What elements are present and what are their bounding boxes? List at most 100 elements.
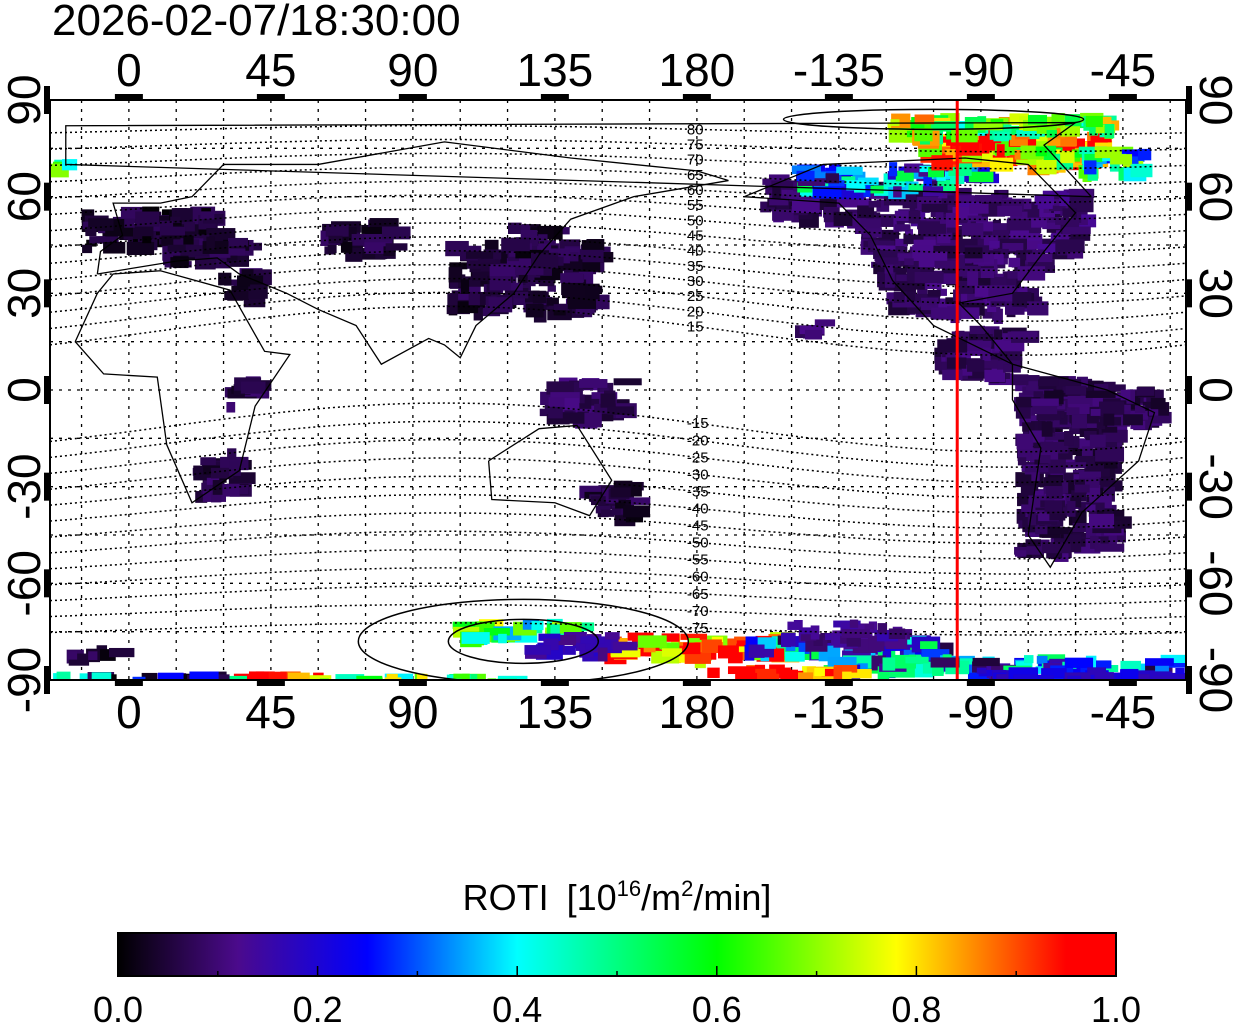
bottom-tick (682, 680, 711, 686)
roti-cell (200, 457, 216, 465)
roti-cell (308, 675, 332, 680)
roti-cell (937, 136, 954, 143)
roti-cell (287, 672, 310, 680)
roti-cell (1090, 133, 1112, 143)
contour-label: -45 (687, 518, 709, 535)
roti-cell (787, 621, 800, 630)
bottom-tick (824, 680, 853, 686)
right-lat-label: 0 (1190, 377, 1240, 403)
roti-cell (921, 203, 948, 213)
roti-cell (796, 170, 815, 182)
roti-cell (843, 669, 872, 679)
roti-cell (612, 641, 638, 651)
roti-cell (229, 461, 241, 476)
top-lon-label: 180 (659, 44, 736, 96)
roti-cell (882, 650, 892, 659)
roti-cell (1072, 522, 1090, 533)
roti-cell (1017, 457, 1027, 466)
roti-cell (884, 264, 894, 274)
roti-cell (1169, 672, 1185, 680)
roti-cell (914, 114, 935, 125)
contour-label: -65 (687, 586, 709, 603)
roti-cell (483, 628, 510, 636)
roti-data-layer (50, 112, 1186, 680)
roti-cell (1134, 405, 1146, 413)
colorbar-title: ROTI [1016/m2/min] (463, 876, 772, 918)
roti-cell (615, 502, 626, 509)
roti-cell (559, 259, 583, 270)
bottom-tick (966, 680, 995, 686)
roti-cell (217, 675, 247, 680)
contour-label: 20 (687, 303, 704, 320)
roti-cell (857, 177, 879, 186)
roti-cell (849, 619, 859, 628)
mlat-contour (50, 250, 1186, 289)
roti-cell (248, 671, 275, 680)
contour-label: 60 (687, 182, 704, 199)
roti-cell (126, 241, 155, 256)
roti-cell (1044, 145, 1056, 161)
roti-cell (595, 505, 611, 514)
roti-cell (761, 647, 774, 658)
roti-cell (381, 226, 411, 240)
roti-cell (160, 226, 186, 239)
roti-cell (1022, 386, 1046, 396)
roti-cell (1036, 409, 1061, 421)
roti-cell (1036, 124, 1057, 134)
roti-cell (934, 347, 946, 363)
roti-cell (1175, 667, 1185, 675)
roti-cell (1085, 390, 1116, 398)
roti-cell (103, 241, 126, 254)
roti-cell (183, 235, 194, 245)
roti-cell (1021, 504, 1050, 513)
contour-label: -35 (687, 483, 709, 500)
roti-cell (142, 236, 152, 244)
roti-cell (340, 241, 353, 253)
roti-cell (1058, 501, 1069, 516)
roti-cell (1015, 375, 1040, 382)
contour-label: 55 (687, 197, 704, 214)
left-tick (44, 472, 50, 501)
roti-cell (468, 291, 480, 306)
roti-cell (981, 359, 999, 369)
roti-cell (1010, 211, 1028, 224)
roti-cell (976, 667, 987, 674)
roti-cell (320, 230, 329, 246)
mlat-contour (50, 402, 1186, 453)
roti-cell (998, 190, 1007, 200)
right-lat-label: -30 (1190, 453, 1240, 519)
roti-cell (1090, 408, 1101, 416)
contour-label: -55 (687, 552, 709, 569)
roti-cell (854, 226, 866, 235)
roti-cell (1033, 391, 1044, 399)
roti-cell (920, 641, 938, 650)
roti-cell (833, 666, 843, 680)
roti-cell (135, 211, 160, 227)
roti-cell (1088, 513, 1115, 529)
roti-cell (889, 162, 898, 177)
roti-cell (1013, 674, 1038, 680)
roti-cell (1103, 413, 1115, 426)
roti-cell (684, 652, 711, 664)
roti-cell (1094, 383, 1109, 391)
mlat-contour (50, 166, 1186, 187)
roti-cell (86, 649, 116, 661)
roti-cell (142, 206, 160, 216)
roti-cell (1085, 115, 1103, 128)
roti-cell (1067, 395, 1093, 408)
roti-cell (167, 244, 186, 252)
roti-cell (736, 640, 747, 648)
roti-cell (610, 649, 641, 658)
roti-cell (1006, 218, 1032, 231)
roti-cell (988, 223, 1015, 230)
roti-cell (834, 671, 852, 680)
roti-cell (1056, 379, 1082, 390)
roti-cell (734, 636, 756, 643)
roti-cell (1065, 386, 1087, 395)
roti-cell (893, 186, 902, 198)
roti-cell (1016, 396, 1033, 408)
roti-cell (937, 233, 951, 244)
roti-cell (1035, 525, 1048, 535)
roti-cell (442, 679, 471, 680)
roti-cell (356, 675, 383, 680)
